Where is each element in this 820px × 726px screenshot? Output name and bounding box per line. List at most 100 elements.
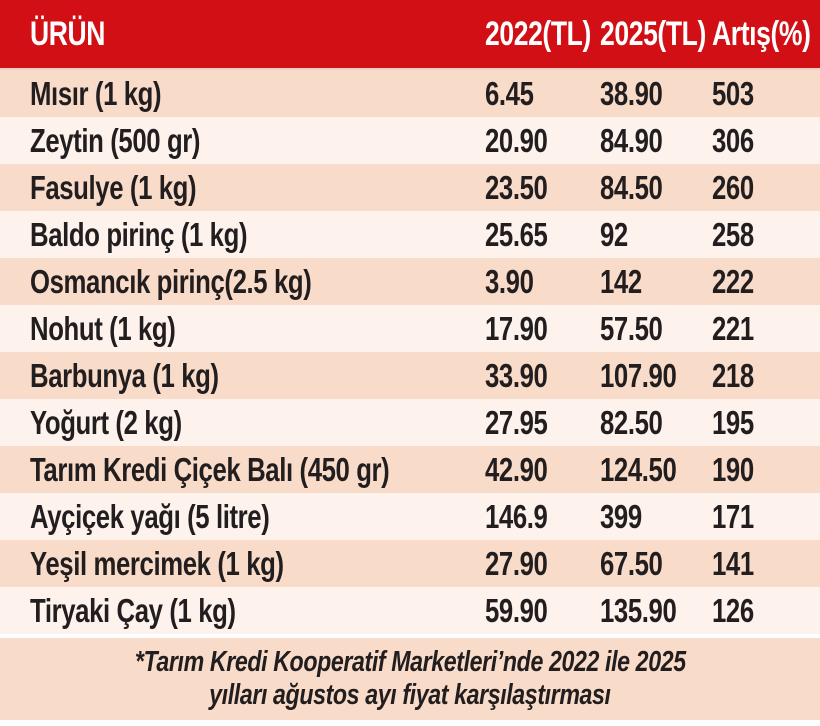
increase-percent-label: 195 xyxy=(712,403,754,441)
product-name: Baldo pirinç (1 kg) xyxy=(0,216,485,254)
product-name-label: Ayçiçek yağı (5 litre) xyxy=(30,497,270,535)
column-header-2025: 2025(TL) xyxy=(600,15,712,54)
increase-percent-label: 503 xyxy=(712,74,754,112)
table-row: Osmancık pirinç(2.5 kg) 3.90 142 222 xyxy=(0,258,820,305)
price-2022: 17.90 xyxy=(485,310,600,348)
price-2025: 82.50 xyxy=(600,404,712,442)
increase-percent: 190 xyxy=(712,451,820,489)
price-2022: 20.90 xyxy=(485,122,600,160)
price-2025-label: 82.50 xyxy=(600,403,663,441)
increase-percent: 258 xyxy=(712,216,820,254)
increase-percent-label: 306 xyxy=(712,121,754,159)
price-2025: 67.50 xyxy=(600,545,712,583)
increase-percent-label: 171 xyxy=(712,497,754,535)
increase-percent: 222 xyxy=(712,263,820,301)
price-2022: 146.9 xyxy=(485,498,600,536)
price-2025: 124.50 xyxy=(600,451,712,489)
price-2022-label: 23.50 xyxy=(485,168,548,206)
price-2025: 57.50 xyxy=(600,310,712,348)
product-name-label: Osmancık pirinç(2.5 kg) xyxy=(30,262,312,300)
price-2025-label: 57.50 xyxy=(600,309,663,347)
product-name-label: Yeşil mercimek (1 kg) xyxy=(30,544,284,582)
increase-percent: 141 xyxy=(712,545,820,583)
table-body: Mısır (1 kg) 6.45 38.90 503 Zeytin (500 gr) 2… xyxy=(0,70,820,634)
table-row: Ayçiçek yağı (5 litre) 146.9 399 171 xyxy=(0,493,820,540)
increase-percent: 503 xyxy=(712,75,820,113)
product-name: Fasulye (1 kg) xyxy=(0,169,485,207)
price-2025: 135.90 xyxy=(600,592,712,630)
price-2022: 6.45 xyxy=(485,75,600,113)
column-header-increase: Artış(%) xyxy=(712,15,820,54)
increase-percent: 260 xyxy=(712,169,820,207)
price-2022: 33.90 xyxy=(485,357,600,395)
price-2022: 27.90 xyxy=(485,545,600,583)
table-row: Zeytin (500 gr) 20.90 84.90 306 xyxy=(0,117,820,164)
price-2025: 38.90 xyxy=(600,75,712,113)
product-name: Mısır (1 kg) xyxy=(0,75,485,113)
column-header-product-label: ÜRÜN xyxy=(30,14,106,53)
increase-percent-label: 260 xyxy=(712,168,754,206)
product-name-label: Barbunya (1 kg) xyxy=(30,356,219,394)
increase-percent: 306 xyxy=(712,122,820,160)
product-name-label: Nohut (1 kg) xyxy=(30,309,176,347)
table-row: Tarım Kredi Çiçek Balı (450 gr) 42.90 124.… xyxy=(0,446,820,493)
increase-percent-label: 141 xyxy=(712,544,754,582)
product-name: Tarım Kredi Çiçek Balı (450 gr) xyxy=(0,451,485,489)
price-2025: 107.90 xyxy=(600,357,712,395)
table-row: Yeşil mercimek (1 kg) 27.90 67.50 141 xyxy=(0,540,820,587)
price-2022: 42.90 xyxy=(485,451,600,489)
increase-percent: 218 xyxy=(712,357,820,395)
column-header-product: ÜRÜN xyxy=(0,15,485,54)
table-row: Barbunya (1 kg) 33.90 107.90 218 xyxy=(0,352,820,399)
product-name-label: Tiryaki Çay (1 kg) xyxy=(30,591,236,629)
column-header-2022: 2022(TL) xyxy=(485,15,600,54)
increase-percent-label: 190 xyxy=(712,450,754,488)
price-2025-label: 142 xyxy=(600,262,642,300)
table-row: Baldo pirinç (1 kg) 25.65 92 258 xyxy=(0,211,820,258)
price-2022-label: 42.90 xyxy=(485,450,548,488)
footnote-line-1: *Tarım Kredi Kooperatif Marketleri’nde 2… xyxy=(134,646,686,678)
price-2022-label: 6.45 xyxy=(485,74,534,112)
product-name: Ayçiçek yağı (5 litre) xyxy=(0,498,485,536)
price-2022-label: 59.90 xyxy=(485,591,548,629)
price-2025: 92 xyxy=(600,216,712,254)
product-name-label: Baldo pirinç (1 kg) xyxy=(30,215,248,253)
price-2022-label: 27.90 xyxy=(485,544,548,582)
table-row: Mısır (1 kg) 6.45 38.90 503 xyxy=(0,70,820,117)
price-2025-label: 399 xyxy=(600,497,642,535)
price-2025-label: 124.50 xyxy=(600,450,677,488)
increase-percent-label: 126 xyxy=(712,591,754,629)
price-2025-label: 135.90 xyxy=(600,591,677,629)
price-2022: 27.95 xyxy=(485,404,600,442)
price-2022: 25.65 xyxy=(485,216,600,254)
price-2025: 84.50 xyxy=(600,169,712,207)
increase-percent-label: 218 xyxy=(712,356,754,394)
price-2022-label: 146.9 xyxy=(485,497,548,535)
increase-percent-label: 258 xyxy=(712,215,754,253)
price-2025: 399 xyxy=(600,498,712,536)
product-name: Nohut (1 kg) xyxy=(0,310,485,348)
price-2025-label: 92 xyxy=(600,215,628,253)
price-2025-label: 67.50 xyxy=(600,544,663,582)
price-2022: 59.90 xyxy=(485,592,600,630)
price-2025-label: 84.50 xyxy=(600,168,663,206)
increase-percent: 126 xyxy=(712,592,820,630)
product-name-label: Fasulye (1 kg) xyxy=(30,168,197,206)
product-name-label: Tarım Kredi Çiçek Balı (450 gr) xyxy=(30,450,390,488)
increase-percent: 195 xyxy=(712,404,820,442)
increase-percent-label: 221 xyxy=(712,309,754,347)
product-name-label: Zeytin (500 gr) xyxy=(30,121,201,159)
product-name: Barbunya (1 kg) xyxy=(0,357,485,395)
increase-percent-label: 222 xyxy=(712,262,754,300)
product-name: Tiryaki Çay (1 kg) xyxy=(0,592,485,630)
price-2025-label: 107.90 xyxy=(600,356,677,394)
product-name: Yoğurt (2 kg) xyxy=(0,404,485,442)
product-name-label: Yoğurt (2 kg) xyxy=(30,403,182,441)
increase-percent: 221 xyxy=(712,310,820,348)
product-name: Zeytin (500 gr) xyxy=(0,122,485,160)
table-header-row: ÜRÜN 2022(TL) 2025(TL) Artış(%) xyxy=(0,0,820,70)
price-2025-label: 84.90 xyxy=(600,121,663,159)
price-2022-label: 33.90 xyxy=(485,356,548,394)
footnote: *Tarım Kredi Kooperatif Marketleri’nde 2… xyxy=(0,638,820,720)
table-row: Fasulye (1 kg) 23.50 84.50 260 xyxy=(0,164,820,211)
